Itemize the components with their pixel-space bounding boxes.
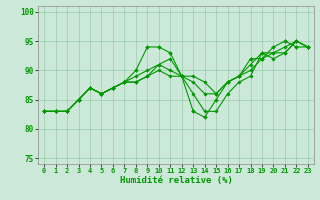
X-axis label: Humidité relative (%): Humidité relative (%) — [120, 176, 232, 185]
